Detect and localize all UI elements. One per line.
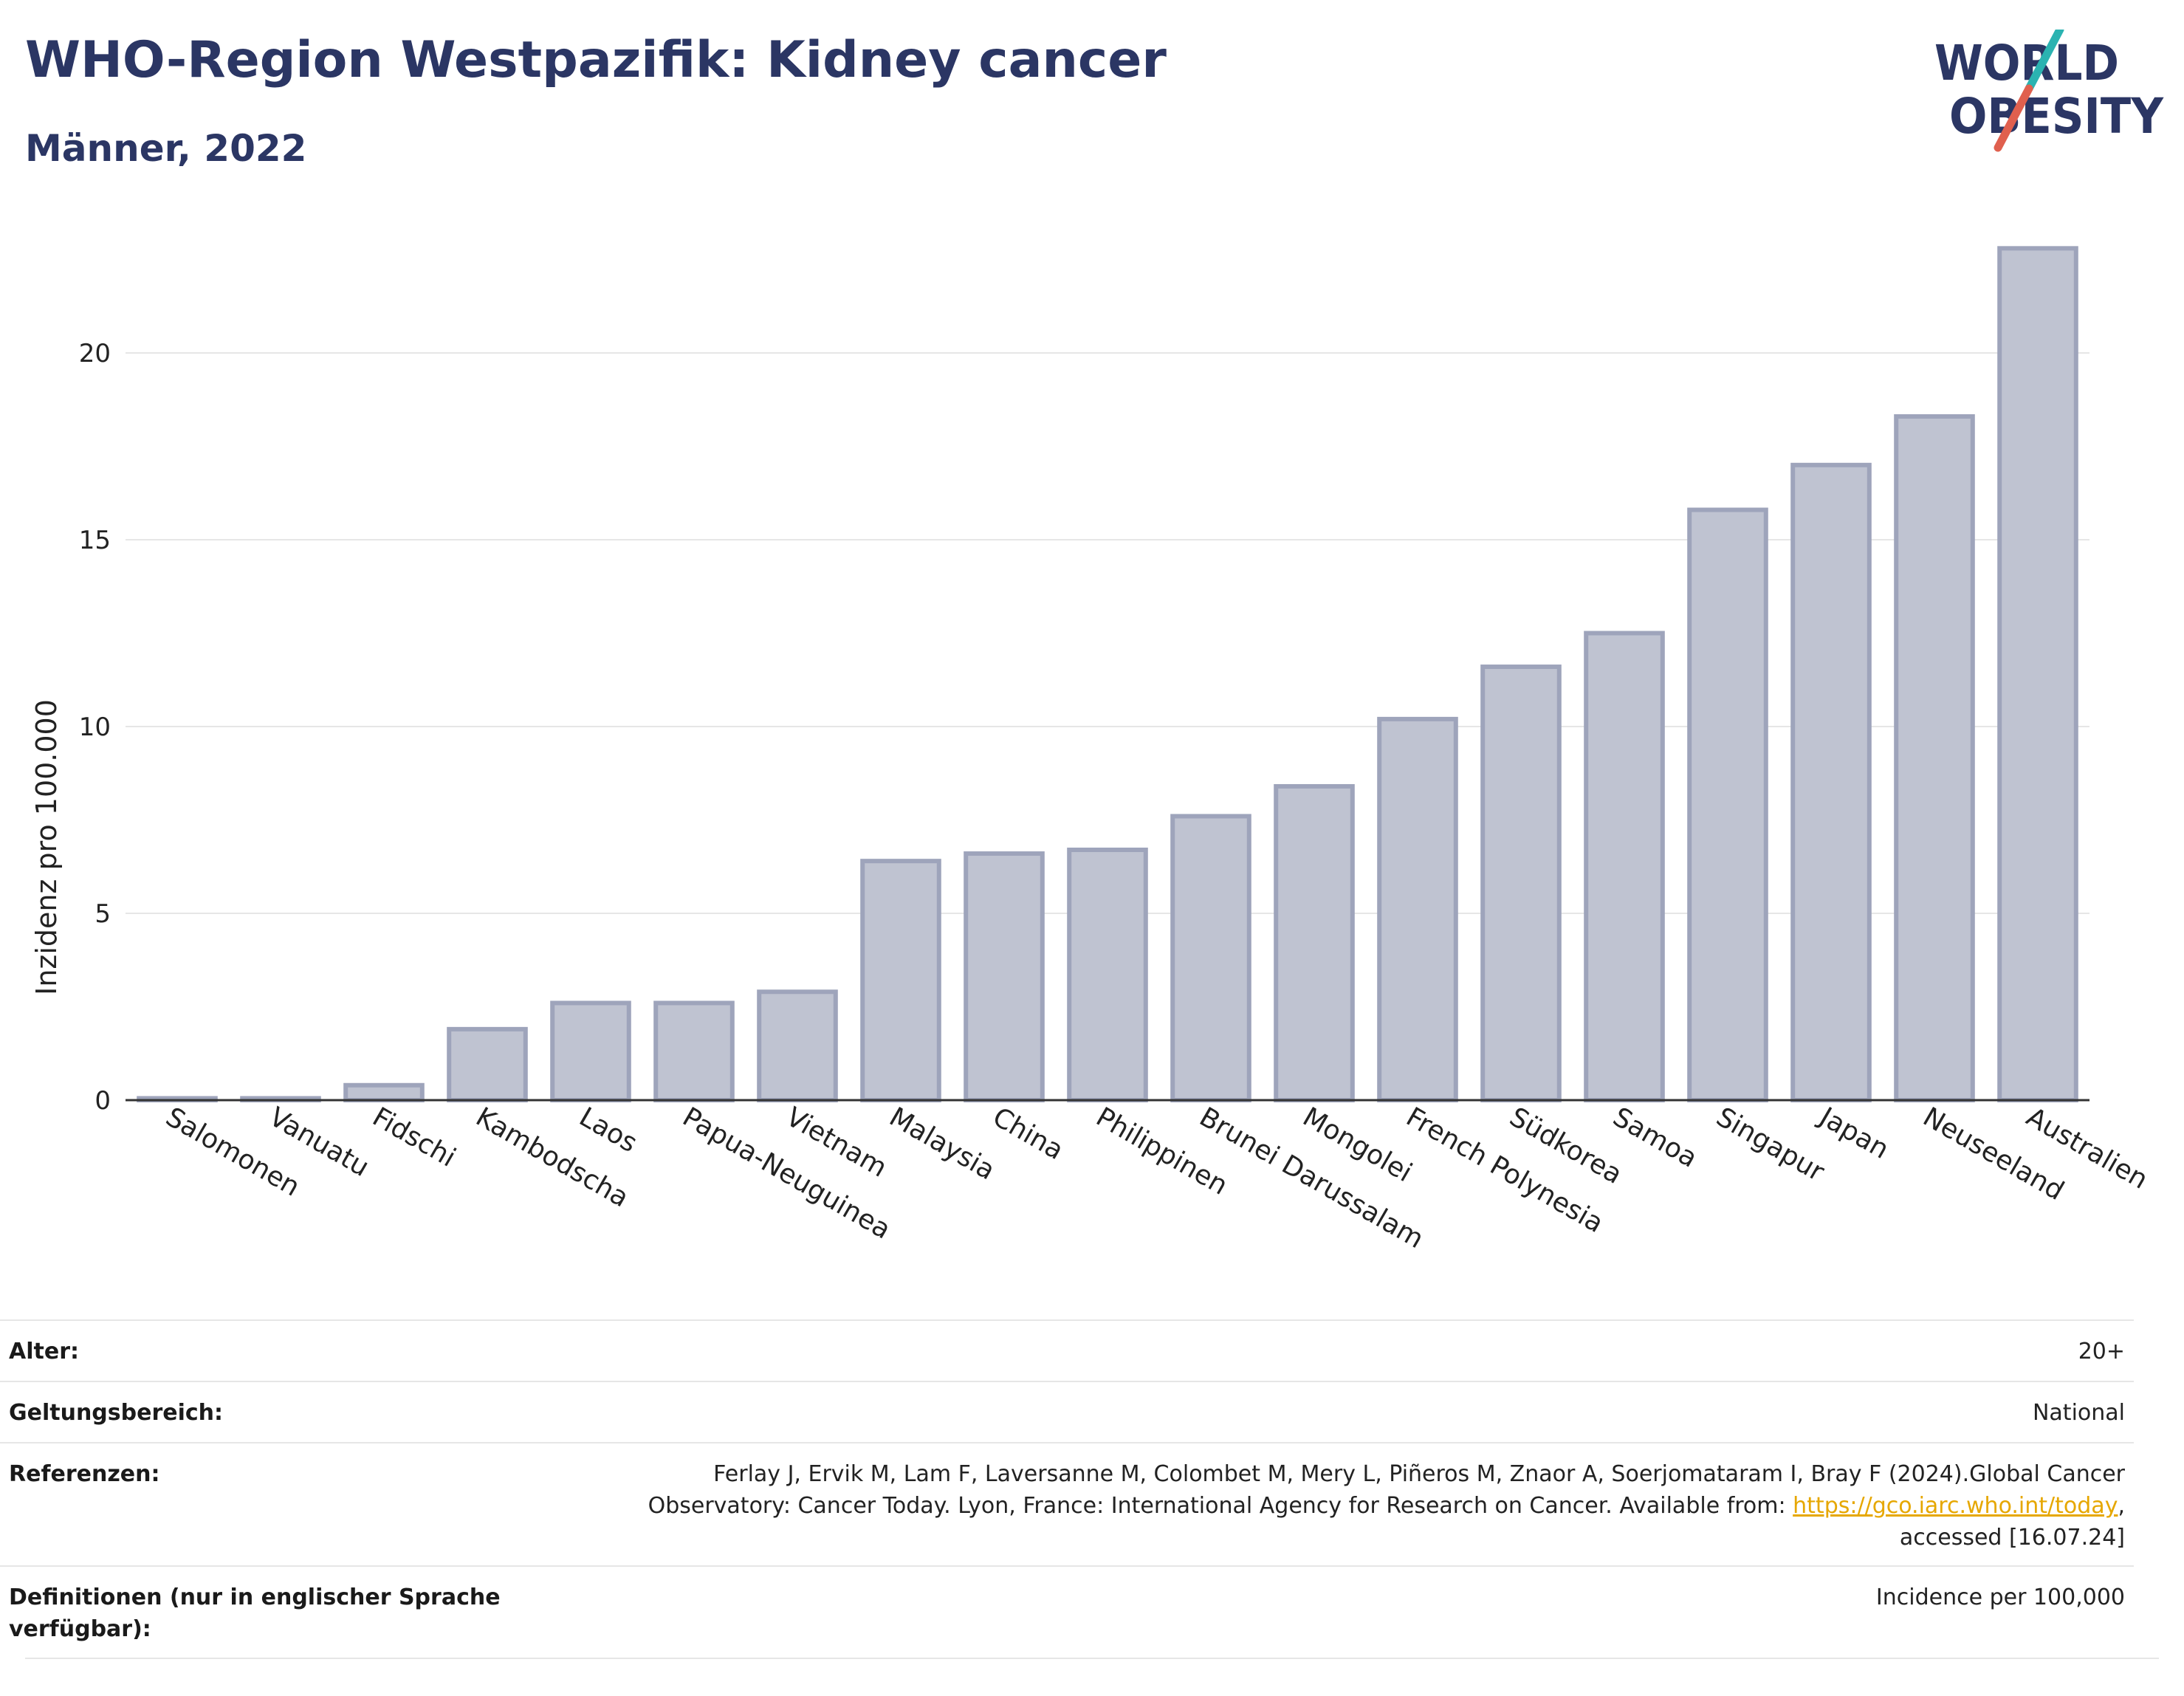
scope-value: National xyxy=(2032,1400,2125,1426)
y-tick-label: 10 xyxy=(79,713,111,742)
age-value: 20+ xyxy=(2078,1339,2125,1364)
bar xyxy=(1584,631,1665,1102)
bar xyxy=(653,1000,735,1102)
meta-row-scope: Geltungsbereich: National xyxy=(0,1381,2134,1443)
scope-label: Geltungsbereich: xyxy=(9,1400,224,1426)
chart-subtitle: Männer, 2022 xyxy=(25,127,307,170)
chart-title: WHO-Region Westpazifik: Kidney cancer xyxy=(25,31,1167,89)
logo-text-world: WORLD xyxy=(1934,35,2119,92)
meta-row-references: Referenzen: Ferlay J, Ervik M, Lam F, La… xyxy=(0,1442,2134,1567)
y-tick-label: 20 xyxy=(79,339,111,368)
bar xyxy=(1894,414,1975,1102)
bar xyxy=(860,859,941,1103)
bar xyxy=(550,1000,631,1102)
logo-slash-teal xyxy=(2025,30,2064,93)
references-link[interactable]: https://gco.iarc.who.int/today xyxy=(1793,1493,2118,1519)
logo-slash-red xyxy=(1994,84,2033,152)
meta-row-definitions: Definitionen (nur in englischer Sprache … xyxy=(0,1565,2134,1659)
references-line-2: Observatory: Cancer Today. Lyon, France:… xyxy=(574,1490,2125,1522)
meta-row-age: Alter: 20+ xyxy=(0,1319,2134,1382)
bar xyxy=(1480,665,1562,1102)
meta-bottom-border xyxy=(25,1658,2159,1659)
bar xyxy=(447,1026,528,1102)
definitions-label-line-2: verfügbar): xyxy=(9,1616,151,1642)
bar xyxy=(1997,246,2078,1103)
x-tick-label: Japan xyxy=(1813,1101,1894,1165)
references-line-2-comma: , xyxy=(2118,1493,2125,1519)
references-label: Referenzen: xyxy=(9,1461,160,1487)
bar xyxy=(1274,783,1355,1102)
bar xyxy=(1377,716,1458,1102)
bar xyxy=(757,989,838,1103)
x-tick-label: Malaysia xyxy=(885,1102,1000,1186)
x-tick-label: Fidschi xyxy=(368,1102,461,1173)
bar xyxy=(964,851,1045,1103)
references-line-3: accessed [16.07.24] xyxy=(1899,1525,2125,1551)
references-line-2-text: Observatory: Cancer Today. Lyon, France:… xyxy=(648,1493,1793,1519)
bar xyxy=(1687,507,1768,1102)
y-tick-label: 15 xyxy=(79,526,111,555)
y-tick-label: 0 xyxy=(95,1086,111,1116)
definitions-value: Incidence per 100,000 xyxy=(1875,1585,2125,1610)
logo-text-obesity: OBESITY xyxy=(1949,88,2164,145)
bar xyxy=(343,1082,425,1103)
bar xyxy=(1790,462,1872,1102)
bar xyxy=(1067,847,1148,1102)
definitions-label: Definitionen (nur in englischer Sprache … xyxy=(9,1582,526,1645)
age-label: Alter: xyxy=(9,1339,79,1364)
definitions-label-line-1: Definitionen (nur in englischer Sprache xyxy=(9,1585,501,1610)
x-tick-label: Laos xyxy=(574,1102,642,1158)
x-tick-label: Singapur xyxy=(1711,1102,1830,1187)
references-line-1: Ferlay J, Ervik M, Lam F, Laversanne M, … xyxy=(713,1461,2125,1487)
x-tick-label: French Polynesia xyxy=(1401,1102,1609,1239)
world-obesity-logo: WORLD OBESITY xyxy=(1934,30,2164,152)
y-tick-label: 5 xyxy=(95,899,111,929)
x-tick-label: China xyxy=(988,1102,1069,1166)
references-value: Ferlay J, Ervik M, Lam F, Laversanne M, … xyxy=(574,1458,2125,1553)
bar xyxy=(1170,814,1251,1102)
y-axis-label: Inzidenz pro 100.000 xyxy=(30,699,63,995)
